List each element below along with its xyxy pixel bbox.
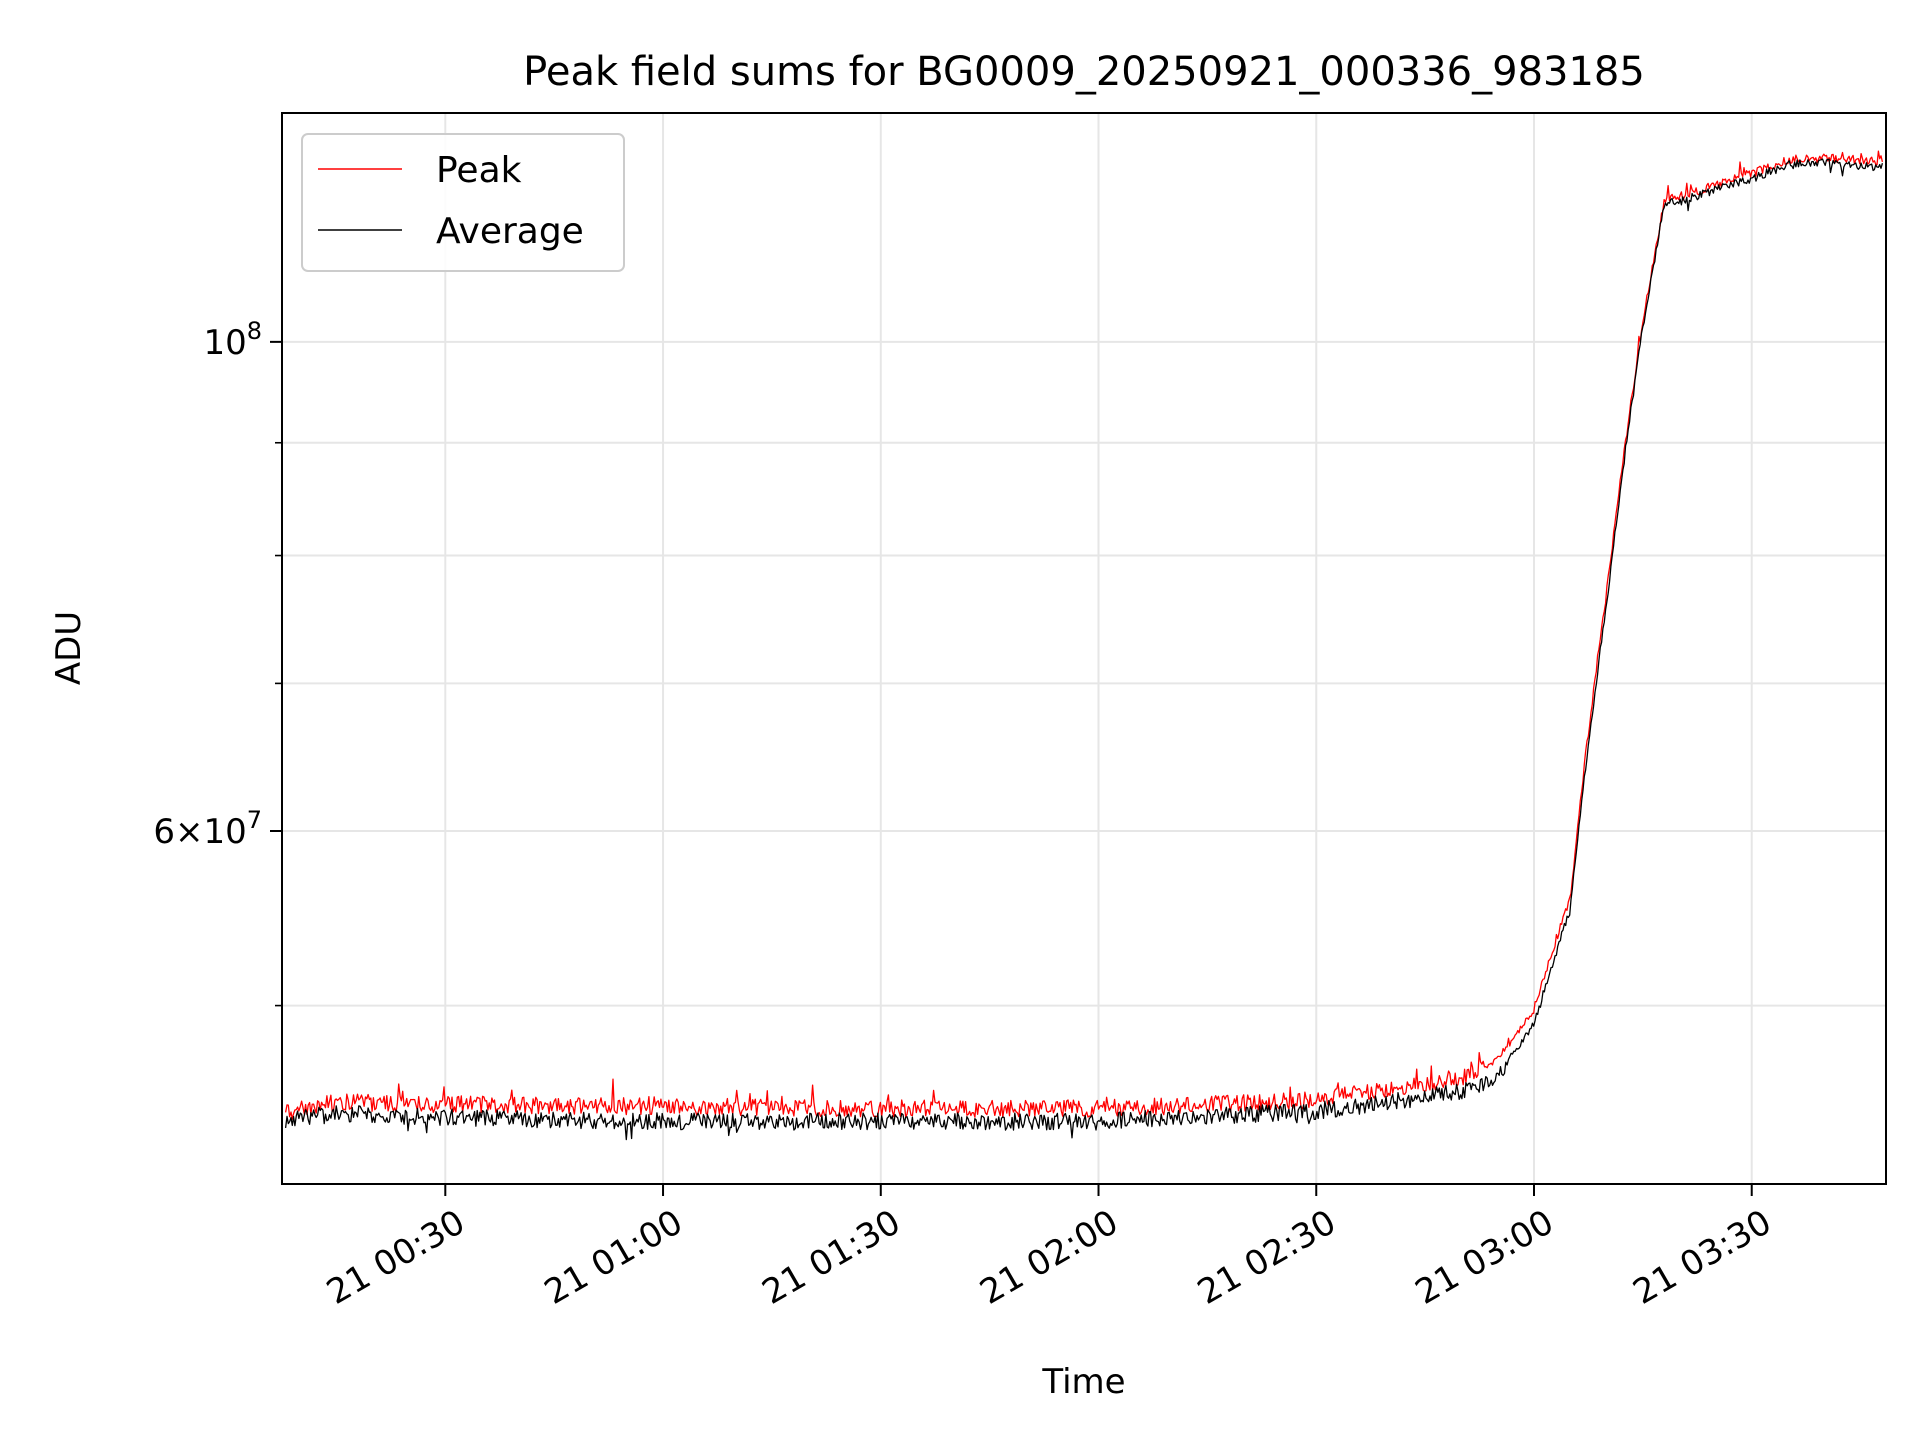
y-axis-label: ADU [49,611,89,685]
plot-frame [281,112,1887,1185]
legend-average-label: Average [436,211,584,252]
y-tick-base: 10 [203,323,246,363]
series-line-peak [284,150,1884,1120]
chart-title: Peak field sums for BG0009_20250921_0003… [523,49,1645,95]
series-line-average [284,158,1884,1141]
x-axis-label: Time [1041,1362,1125,1402]
y-tick-exponent: 7 [247,806,262,834]
y-tick-mantissa: 6 [153,812,175,852]
grid-lines [282,113,1886,1184]
y-tick-exponent: 8 [247,317,262,345]
legend: Peak Average [301,133,625,272]
y-tick-base: 10 [203,812,246,852]
y-tick-label: 108 [203,317,262,363]
y-tick-label: 6×107 [153,806,262,852]
y-tick-times: × [175,812,204,852]
plot-area [284,150,1884,1141]
legend-peak-label: Peak [436,150,522,191]
